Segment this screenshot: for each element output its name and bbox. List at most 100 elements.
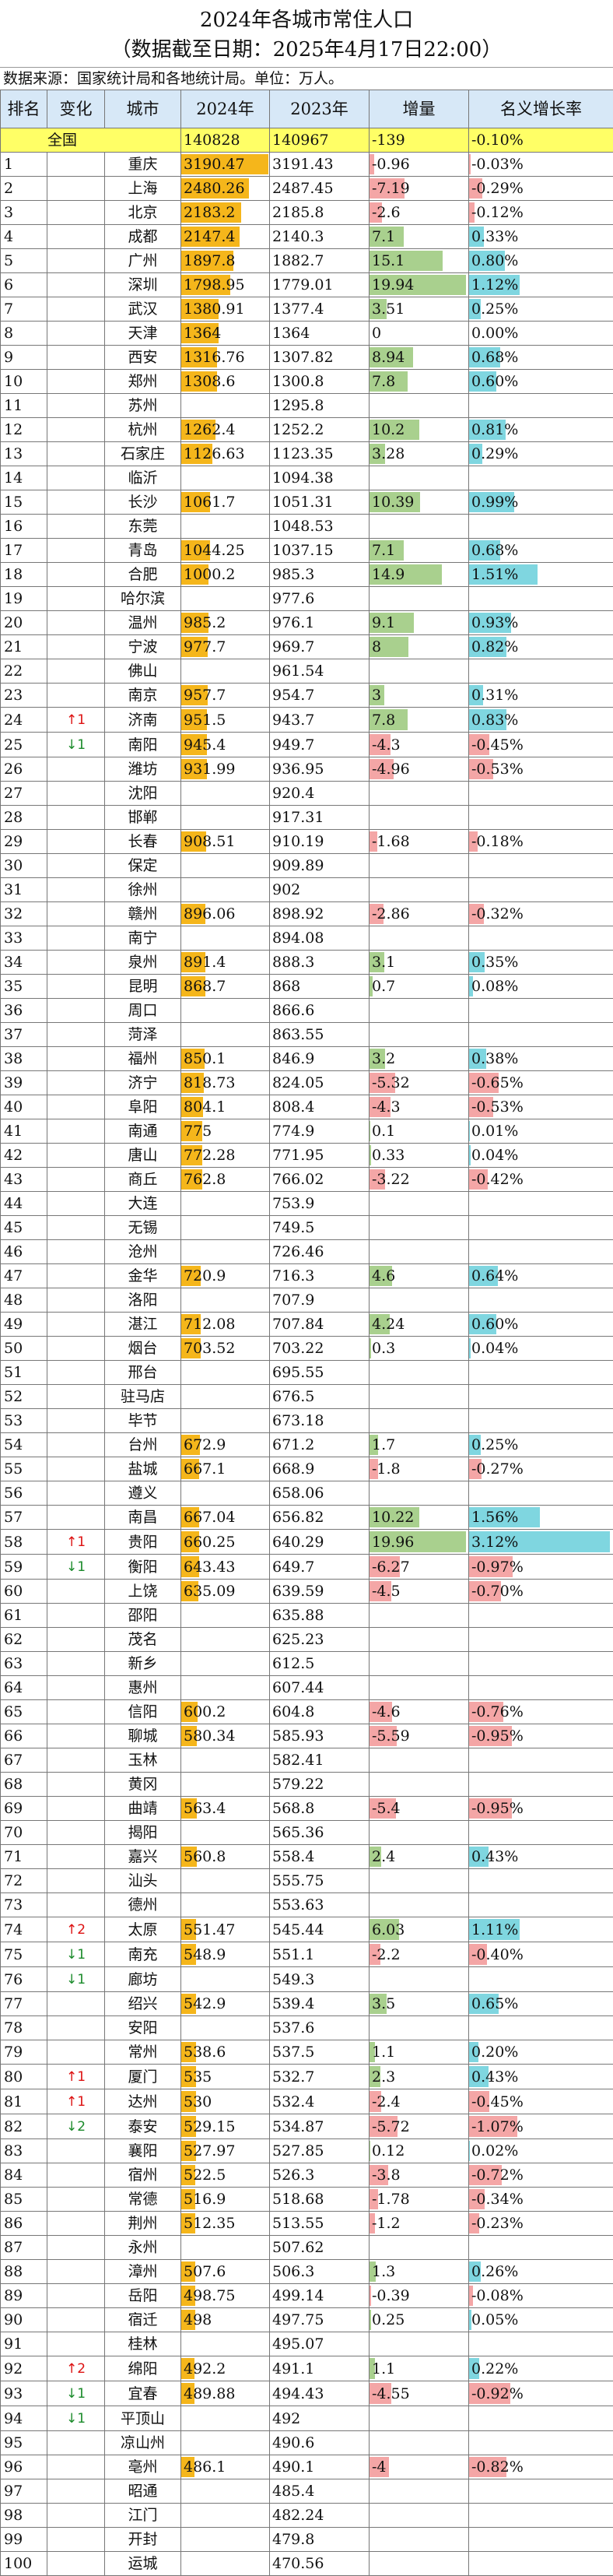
rank-cell: 73 <box>1 1893 47 1917</box>
pop-2024-cell-value: 1316.76 <box>181 349 245 366</box>
pop-2024-cell: 1316.76 <box>181 346 270 370</box>
pop-2024-cell <box>181 2016 270 2040</box>
rank-change-cell <box>47 1992 105 2016</box>
pop-2024-cell: 931.99 <box>181 757 270 782</box>
increment-cell-value <box>370 809 372 826</box>
rank-cell: 76 <box>1 1967 47 1992</box>
growth-rate-cell: -0.18% <box>469 830 613 854</box>
pop-2023-cell-value: 1882.7 <box>270 252 324 269</box>
rank-change-cell: ↑1 <box>47 708 105 733</box>
growth-rate-cell <box>469 1361 613 1385</box>
increment-cell: 10.2 <box>370 418 469 442</box>
rank-cell: 41 <box>1 1119 47 1144</box>
rank-cell: 66 <box>1 1724 47 1748</box>
growth-rate-cell: 0.93% <box>469 611 613 635</box>
growth-rate-cell <box>469 2332 613 2356</box>
rank-cell: 32 <box>1 902 47 926</box>
growth-rate-cell <box>469 659 613 684</box>
rank-change-cell <box>47 539 105 563</box>
pop-2024-cell-value: 1126.63 <box>181 445 245 462</box>
pop-2024-cell-value <box>181 1607 184 1624</box>
rank-change-cell <box>47 1628 105 1652</box>
increment-cell-value: 0.25 <box>370 2311 405 2328</box>
pop-2023-cell: 1123.35 <box>270 442 370 466</box>
pop-2023-cell-value: 539.4 <box>270 1995 314 2012</box>
city-cell: 茂名 <box>105 1628 181 1652</box>
growth-rate-cell-value <box>469 2410 471 2427</box>
rank-cell: 44 <box>1 1192 47 1216</box>
city-cell: 宿迁 <box>105 2308 181 2332</box>
pop-2023-cell: 497.75 <box>270 2308 370 2332</box>
pop-2024-cell: 762.8 <box>181 1168 270 1192</box>
growth-rate-cell-value: 0.29% <box>469 445 518 462</box>
increment-cell: -4.3 <box>370 733 469 757</box>
growth-rate-cell-value: 0.04% <box>469 1340 518 1357</box>
pop-2024-cell: 548.9 <box>181 1942 270 1967</box>
pop-2024-cell-value: 512.35 <box>181 2215 235 2232</box>
growth-rate-cell <box>469 854 613 878</box>
pop-2024-cell-value: 516.9 <box>181 2191 226 2208</box>
increment-cell: 3.5 <box>370 1992 469 2016</box>
rank-change-cell <box>47 1409 105 1433</box>
growth-rate-cell-value: -0.45% <box>469 2093 524 2110</box>
pop-2023-cell: 1048.53 <box>270 515 370 539</box>
pop-2024-cell-value: 720.9 <box>181 1267 226 1284</box>
rank-cell: 54 <box>1 1433 47 1457</box>
rank-cell: 91 <box>1 2332 47 2356</box>
growth-rate-cell-value: -0.27% <box>469 1460 524 1478</box>
pop-2023-cell: 673.18 <box>270 1409 370 1433</box>
city-cell: 广州 <box>105 249 181 273</box>
increment-cell: 3.51 <box>370 297 469 322</box>
pop-2023-cell: 917.31 <box>270 806 370 830</box>
rank-cell: 28 <box>1 806 47 830</box>
rank-cell: 100 <box>1 2552 47 2576</box>
pop-2024-cell <box>181 2552 270 2576</box>
growth-rate-cell-value <box>469 1243 471 1260</box>
increment-cell-value: -1.2 <box>370 2215 401 2232</box>
pop-2024-cell-value: 563.4 <box>181 1800 226 1817</box>
increment-cell-value: -1.8 <box>370 1460 401 1478</box>
rank-cell: 4 <box>1 225 47 249</box>
growth-rate-cell: 0.68% <box>469 539 613 563</box>
growth-rate-cell: 0.04% <box>469 1337 613 1361</box>
rank-change-cell <box>47 1071 105 1095</box>
pop-2024-cell <box>181 1967 270 1992</box>
pop-2023-cell: 888.3 <box>270 951 370 975</box>
growth-rate-cell <box>469 2016 613 2040</box>
pop-2023-cell-value: 532.4 <box>270 2093 314 2110</box>
rank-cell: 10 <box>1 370 47 394</box>
increment-cell: -0.96 <box>370 153 469 177</box>
growth-rate-cell: 0.99% <box>469 490 613 515</box>
pop-2023-cell-value: 526.3 <box>270 2167 314 2184</box>
increment-cell: 4.24 <box>370 1313 469 1337</box>
growth-rate-cell-value <box>469 785 471 802</box>
pop-2024-cell-value <box>181 2410 184 2427</box>
pop-2024-cell <box>181 1604 270 1628</box>
pop-2023-cell-value: 943.7 <box>270 712 314 729</box>
growth-rate-cell-value <box>469 1896 471 1914</box>
rank-change-cell: ↑2 <box>47 1917 105 1942</box>
pop-2023-cell-value: 553.63 <box>270 1896 324 1914</box>
pop-2024-cell: 563.4 <box>181 1797 270 1821</box>
growth-rate-cell-value <box>469 518 471 535</box>
city-cell: 邢台 <box>105 1361 181 1385</box>
increment-cell <box>370 2504 469 2528</box>
city-cell: 厦门 <box>105 2065 181 2089</box>
pop-2023-cell-value: 824.05 <box>270 1074 324 1091</box>
pop-2023-cell-value: 676.5 <box>270 1388 314 1405</box>
rank-change-cell <box>47 587 105 611</box>
growth-rate-cell: -0.03% <box>469 153 613 177</box>
total-growth-rate: -0.10% <box>469 128 613 153</box>
city-cell: 邵阳 <box>105 1604 181 1628</box>
growth-rate-cell <box>469 1216 613 1240</box>
rank-cell: 86 <box>1 2212 47 2236</box>
